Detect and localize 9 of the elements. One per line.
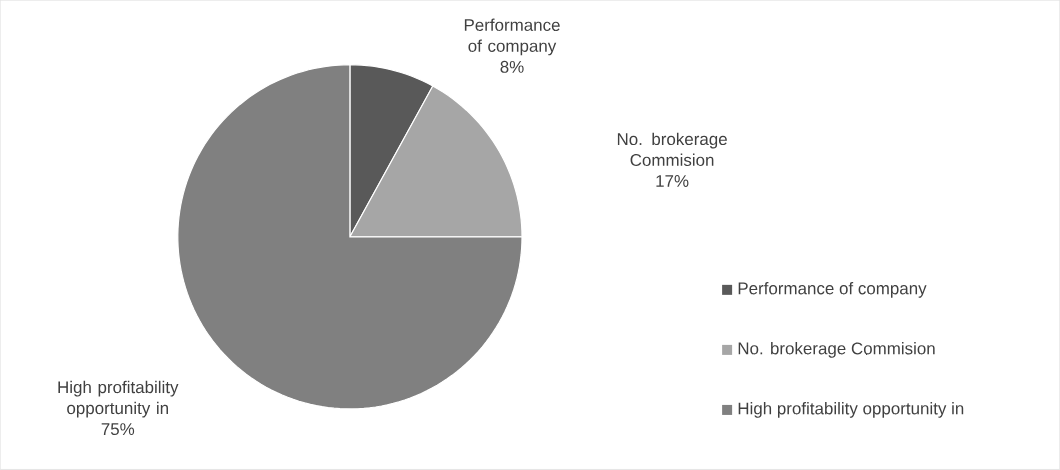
slice-label: Performance of company — [464, 18, 560, 56]
legend-label: Performance of company — [738, 282, 927, 298]
legend-label: No. brokerage Commision — [738, 342, 935, 358]
data-label: 8% — [500, 61, 524, 74]
legend-label: High profitability opportunity in — [738, 402, 964, 418]
data-label: 75% — [101, 423, 135, 436]
slice-label: No. brokerage Commision — [617, 132, 727, 167]
slice-label: High profitability opportunity in — [58, 380, 179, 418]
data-label: 17% — [656, 175, 689, 188]
